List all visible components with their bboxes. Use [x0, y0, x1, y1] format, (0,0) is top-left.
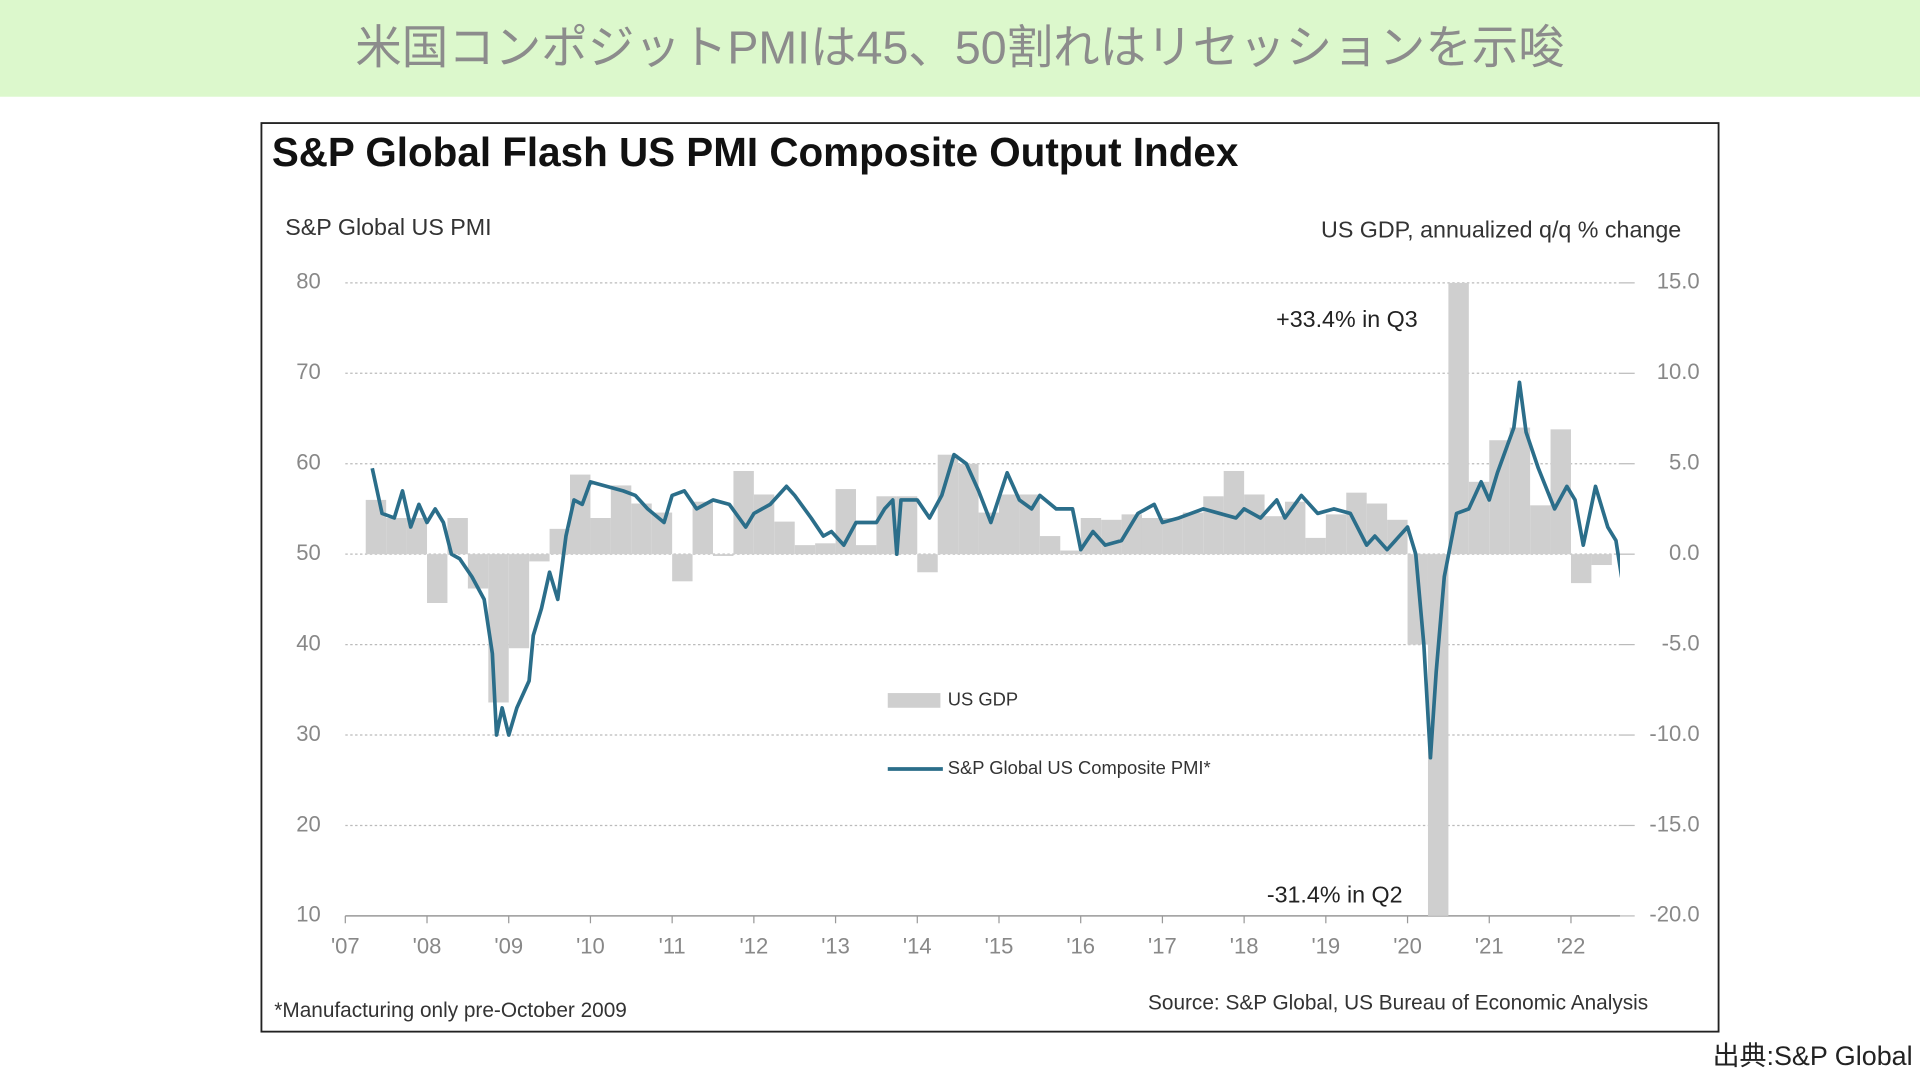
gdp-bar	[1121, 514, 1142, 555]
x-tick-label: '22	[1557, 934, 1586, 959]
gdp-bar	[1530, 505, 1551, 555]
gdp-bar	[1305, 537, 1326, 555]
gdp-bar	[447, 517, 468, 555]
gdp-bar	[1509, 427, 1531, 555]
gdp-bar	[427, 554, 448, 604]
gdp-bar	[1101, 519, 1122, 555]
gdp-bar	[1570, 554, 1592, 584]
gdp-bar	[958, 463, 979, 555]
gdp-bar	[365, 499, 387, 555]
gdp-bar	[672, 554, 693, 582]
gdp-bar	[856, 545, 877, 555]
annotation: +33.4% in Q3	[1276, 306, 1418, 332]
slide-title: 米国コンポジットPMIは45、50割れはリセッションを示唆	[355, 22, 1565, 74]
gdp-bar	[529, 554, 550, 562]
y-tick-label: 80	[296, 269, 321, 294]
x-tick-label: '12	[740, 934, 769, 959]
y-tick-label: 30	[296, 721, 321, 746]
footnote: *Manufacturing only pre-October 2009	[274, 999, 627, 1022]
gdp-bar	[1182, 512, 1204, 555]
x-tick-label: '17	[1148, 934, 1177, 959]
y2-tick-label: 5.0	[1669, 450, 1700, 475]
gdp-bar	[917, 554, 938, 573]
gdp-bar	[651, 512, 673, 555]
gdp-bar	[998, 494, 1020, 555]
gdp-bar	[488, 554, 509, 703]
legend-label: S&P Global US Composite PMI*	[948, 757, 1211, 778]
x-tick-label: '14	[903, 934, 932, 959]
y2-tick-label: 15.0	[1657, 269, 1700, 294]
chart-title: S&P Global Flash US PMI Composite Output…	[272, 129, 1239, 175]
gdp-bar	[631, 503, 652, 555]
gdp-bar	[692, 501, 714, 555]
pmi-line	[370, 380, 1620, 760]
gdp-bar	[1427, 554, 1449, 916]
source: Source: S&P Global, US Bureau of Economi…	[1148, 992, 1648, 1015]
gdp-bar	[1284, 501, 1306, 555]
legend-swatch	[887, 693, 941, 708]
gdp-bar	[1489, 440, 1510, 555]
y-tick-label: 20	[296, 811, 321, 836]
gdp-bar	[937, 454, 959, 555]
y-axis-label: S&P Global US PMI	[285, 214, 491, 240]
x-tick-label: '18	[1230, 934, 1259, 959]
y2-tick-label: 10.0	[1657, 359, 1700, 384]
gdp-bar	[386, 517, 407, 555]
gdp-bar	[1141, 517, 1163, 555]
x-tick-label: '07	[331, 934, 360, 959]
x-tick-label: '20	[1393, 934, 1422, 959]
y2-tick-label: -20.0	[1649, 902, 1699, 927]
gdp-bar	[794, 545, 816, 555]
gdp-bar	[1223, 470, 1245, 555]
gdp-bar	[610, 485, 632, 555]
header-band	[0, 0, 1920, 97]
gdp-bar	[1019, 494, 1040, 555]
plot-area	[365, 282, 1620, 916]
x-tick-label: '21	[1475, 934, 1504, 959]
gdp-bar	[1448, 282, 1469, 555]
y2-tick-label: 0.0	[1669, 540, 1700, 565]
gdp-bar	[1039, 536, 1061, 555]
gdp-bar	[1550, 429, 1571, 555]
y-tick-label: 60	[296, 450, 321, 475]
y-tick-label: 50	[296, 540, 321, 565]
y2-axis-label: US GDP, annualized q/q % change	[1321, 217, 1681, 243]
gdp-bar	[1060, 550, 1081, 555]
gdp-bar	[978, 512, 999, 555]
x-tick-label: '08	[413, 934, 442, 959]
x-tick-label: '19	[1311, 934, 1340, 959]
x-tick-label: '15	[985, 934, 1014, 959]
x-tick-label: '11	[659, 934, 686, 959]
y-tick-label: 70	[296, 359, 321, 384]
x-tick-label: '13	[821, 934, 850, 959]
y2-tick-label: -15.0	[1649, 811, 1699, 836]
gdp-bar	[1203, 496, 1224, 555]
y-tick-label: 40	[296, 630, 321, 655]
gdp-bar	[590, 517, 611, 555]
gdp-bar	[1591, 554, 1612, 566]
gdp-bar	[815, 543, 836, 555]
gdp-bar	[508, 554, 530, 649]
x-tick-label: '10	[576, 934, 605, 959]
x-tick-label: '09	[494, 934, 523, 959]
y2-tick-label: -10.0	[1649, 721, 1699, 746]
credit: 出典:S&P Global	[1713, 1041, 1913, 1071]
gdp-bar	[1325, 514, 1347, 555]
gdp-bar	[1244, 494, 1265, 555]
gdp-bar	[835, 489, 857, 555]
annotation: -31.4% in Q2	[1267, 881, 1403, 907]
gdp-bar	[713, 554, 734, 556]
y-tick-label: 10	[296, 902, 321, 927]
gdp-bar	[774, 521, 795, 555]
gdp-bar	[733, 470, 754, 555]
x-tick-label: '16	[1066, 934, 1095, 959]
gdp-bar	[1162, 517, 1183, 555]
y2-tick-label: -5.0	[1662, 630, 1700, 655]
legend-label: US GDP	[948, 688, 1018, 709]
gdp-bar	[1264, 516, 1285, 555]
gdp-bar	[467, 554, 489, 589]
